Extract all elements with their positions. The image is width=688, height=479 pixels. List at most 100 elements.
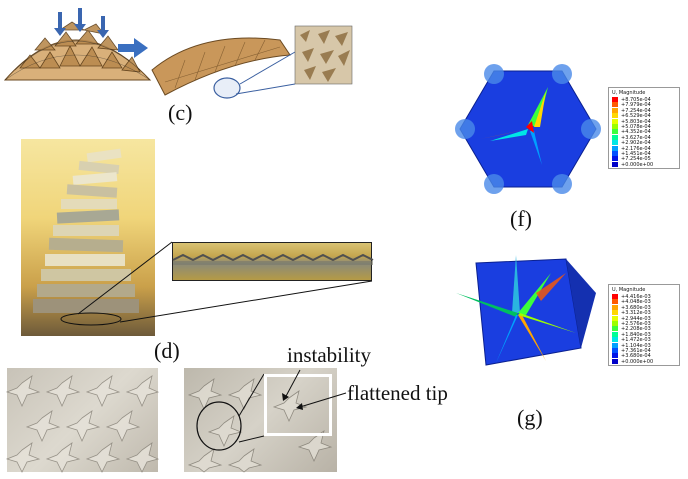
legend-f-swatch xyxy=(612,107,618,113)
flattened-tip-box xyxy=(264,374,332,436)
legend-g-value: +2.944e-03 xyxy=(621,315,651,322)
legend-g-swatch xyxy=(612,304,618,310)
flattened-tip-label: flattened tip xyxy=(347,381,448,405)
legend-f-value: +4.352e-04 xyxy=(621,129,651,136)
legend-f-row: +2.902e-04 xyxy=(612,140,682,146)
legend-f-value: +8.705e-04 xyxy=(621,97,651,103)
legend-f-value: +2.176e-04 xyxy=(621,145,651,152)
legend-f-title: U, Magnitude xyxy=(612,90,646,96)
legend-f-swatch xyxy=(612,140,618,146)
legend-f-value: +5.803e-04 xyxy=(621,118,651,125)
legend-g-value: +2.576e-03 xyxy=(621,321,651,327)
legend-f-row: +8.705e-04 xyxy=(612,97,682,103)
legend-g-row: +2.944e-03 xyxy=(612,315,682,322)
paper-photo-left xyxy=(5,368,160,473)
legend-g-value: +1.840e-03 xyxy=(621,331,651,338)
legend-f-row: +0.000e+00 xyxy=(612,161,682,168)
panel-d-zoom xyxy=(172,242,374,281)
legend-g-value: +2.208e-03 xyxy=(621,326,651,333)
legend-g-title: U, Magnitude xyxy=(612,287,646,293)
legend-f-row: +4.352e-04 xyxy=(612,129,682,135)
legend-g-value: +7.361e-04 xyxy=(621,348,651,354)
legend-f-value: +5.078e-04 xyxy=(621,124,651,130)
legend-g-value: +1.104e-03 xyxy=(621,342,651,349)
legend-f-row: +7.979e-04 xyxy=(612,102,682,108)
legend-f-value: +7.254e-05 xyxy=(621,156,651,163)
legend-g-swatch xyxy=(612,353,618,359)
legend-g-swatch xyxy=(612,299,618,305)
legend-g-swatch xyxy=(612,294,618,299)
legend-g-row: +4.048e-03 xyxy=(612,299,682,305)
panel-d-label: (d) xyxy=(154,338,180,363)
legend-f-value: +0.000e+00 xyxy=(621,161,654,168)
legend-g-swatch xyxy=(612,331,618,337)
legend-g-value: +3.680e-03 xyxy=(621,304,651,311)
paper-photo-right xyxy=(184,368,337,473)
legend-g-row: +3.312e-03 xyxy=(612,310,682,316)
panel-d-photo xyxy=(21,139,155,336)
legend-f-row: +1.451e-04 xyxy=(612,151,682,157)
panel-g-figure xyxy=(456,253,601,373)
legend-g-swatch xyxy=(612,348,618,353)
star-pattern-right xyxy=(187,373,333,473)
legend-g-swatch xyxy=(612,342,618,348)
legend-g: U, Magnitude +4.416e-03 +4.048e-03 +3.680e… xyxy=(608,284,680,366)
legend-f-value: +2.902e-04 xyxy=(621,140,651,147)
legend-g-row: +2.208e-03 xyxy=(612,326,682,332)
panel-f-label: (f) xyxy=(510,206,532,231)
legend-g-value: +0.000e+00 xyxy=(621,358,654,365)
legend-f-swatch xyxy=(612,113,618,119)
legend-g-value: +3.312e-03 xyxy=(621,310,651,317)
legend-f-swatch xyxy=(612,118,618,124)
legend-g-row: +0.000e+00 xyxy=(612,358,682,365)
fem-hexagon-f xyxy=(455,64,601,194)
legend-f-row: +2.176e-04 xyxy=(612,145,682,152)
legend-f: U, Magnitude +8.705e-04 +7.979e-04 +7.254e… xyxy=(608,87,680,169)
legend-g-row: +4.416e-03 xyxy=(612,294,682,300)
legend-f-swatch xyxy=(612,134,618,140)
legend-f-value: +7.979e-04 xyxy=(621,102,651,109)
panel-g-label: (g) xyxy=(517,405,543,430)
legend-f-row: +7.254e-05 xyxy=(612,156,682,162)
legend-f-value: +6.529e-04 xyxy=(621,113,651,120)
legend-g-value: +4.416e-03 xyxy=(621,294,651,300)
legend-f-row: +3.627e-04 xyxy=(612,134,682,141)
legend-g-swatch xyxy=(612,326,618,332)
dome-illustration xyxy=(3,8,353,99)
legend-f-swatch xyxy=(612,151,618,156)
legend-g-swatch xyxy=(612,310,618,316)
legend-f-swatch xyxy=(612,124,618,129)
legend-f-swatch xyxy=(612,129,618,135)
legend-g-swatch xyxy=(612,337,618,343)
right-arrow-icon xyxy=(118,38,148,58)
legend-f-row: +7.254e-04 xyxy=(612,107,682,114)
legend-g-swatch xyxy=(612,321,618,326)
folded-core-zoom xyxy=(172,253,374,265)
legend-g-row: +3.680e-03 xyxy=(612,304,682,311)
legend-f-swatch xyxy=(612,156,618,162)
legend-g-row: +1.840e-03 xyxy=(612,331,682,338)
legend-g-row: +1.104e-03 xyxy=(612,342,682,349)
panel-c-label: (c) xyxy=(168,100,193,125)
legend-g-row: +7.361e-04 xyxy=(612,348,682,354)
panel-f-figure xyxy=(455,64,601,194)
legend-f-swatch xyxy=(612,145,618,151)
legend-f-swatch xyxy=(612,161,618,167)
instability-label: instability xyxy=(287,343,371,367)
legend-g-swatch xyxy=(612,315,618,321)
legend-g-swatch xyxy=(612,358,618,364)
legend-f-value: +1.451e-04 xyxy=(621,151,651,157)
legend-g-value: +4.048e-03 xyxy=(621,299,651,306)
legend-g-row: +2.576e-03 xyxy=(612,321,682,327)
legend-f-swatch xyxy=(612,97,618,102)
legend-g-value: +3.680e-04 xyxy=(621,353,651,360)
legend-f-value: +7.254e-04 xyxy=(621,107,651,114)
book-stack xyxy=(33,148,139,326)
legend-f-swatch xyxy=(612,102,618,108)
legend-f-value: +3.627e-04 xyxy=(621,134,651,141)
fem-3d-g xyxy=(456,255,596,366)
legend-f-row: +5.803e-04 xyxy=(612,118,682,125)
legend-g-row: +3.680e-04 xyxy=(612,353,682,359)
legend-f-row: +6.529e-04 xyxy=(612,113,682,119)
legend-g-value: +1.472e-03 xyxy=(621,337,651,344)
